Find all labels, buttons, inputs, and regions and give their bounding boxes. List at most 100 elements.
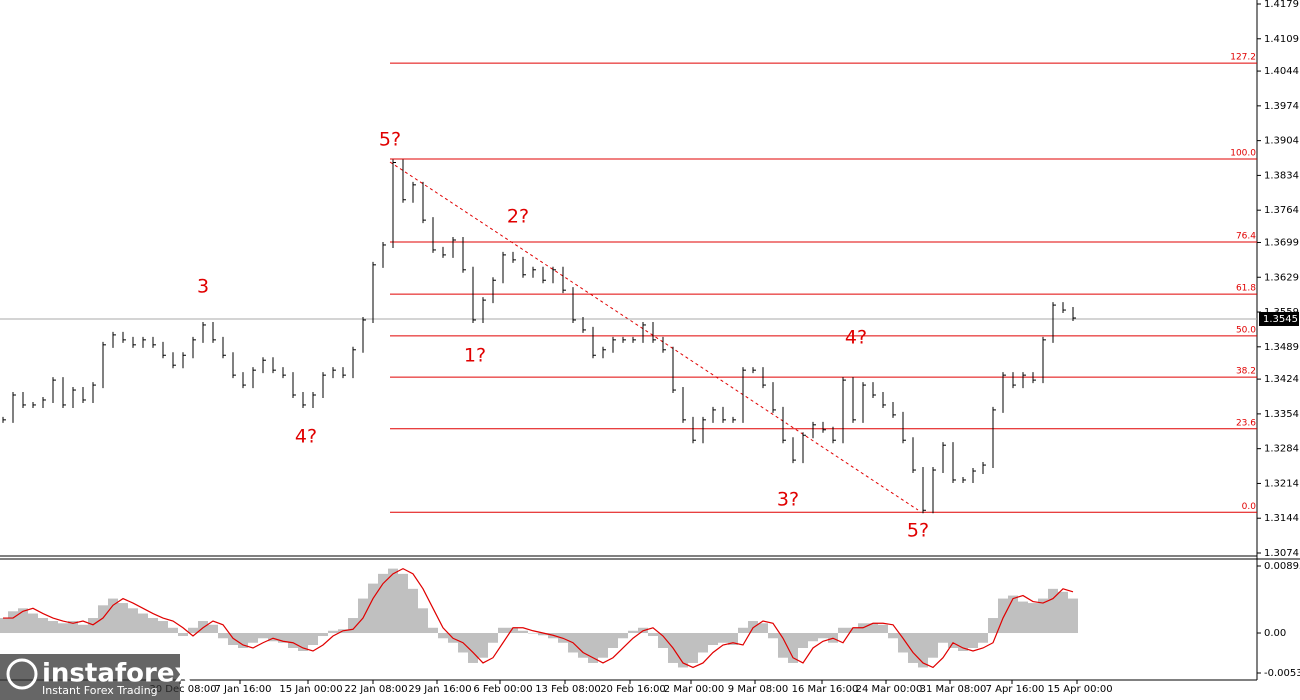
histogram-bar xyxy=(288,633,298,648)
x-tick-label: 15 Apr 00:00 xyxy=(1047,684,1112,695)
y-tick-label: 1.3974 xyxy=(1264,101,1299,112)
histogram-bar xyxy=(738,627,748,634)
histogram-bar xyxy=(728,633,738,645)
x-tick-label: 31 Mar 08:00 xyxy=(920,684,987,695)
wave-label: 4? xyxy=(845,327,867,349)
histogram-bar xyxy=(298,633,308,651)
histogram-bar xyxy=(1038,598,1048,634)
x-tick-label: 6 Feb 00:00 xyxy=(473,684,532,695)
y-tick-label: 1.3424 xyxy=(1264,374,1299,385)
current-price-label: 1.3545 xyxy=(1263,314,1298,325)
histogram-bar xyxy=(148,618,158,634)
x-tick-label: 9 Mar 08:00 xyxy=(728,684,788,695)
histogram-bar xyxy=(318,633,328,637)
histogram-bar xyxy=(938,633,948,643)
histogram-bar xyxy=(948,633,958,648)
histogram-bar xyxy=(778,633,788,658)
current-price-box xyxy=(1259,311,1299,326)
histogram-bar xyxy=(758,623,768,634)
y-tick-label: 1.3764 xyxy=(1264,205,1299,216)
histogram-bar xyxy=(438,633,448,639)
x-tick-label: 15 Jan 00:00 xyxy=(279,684,342,695)
histogram-bar xyxy=(498,627,508,634)
histogram-bar xyxy=(538,633,548,636)
histogram-bar xyxy=(128,608,138,634)
x-tick-label: 30 Dec 08:00 xyxy=(149,684,216,695)
histogram-bar xyxy=(718,633,728,643)
wave-label: 5? xyxy=(907,520,929,542)
histogram-bar xyxy=(888,633,898,639)
histogram-bar xyxy=(678,633,688,668)
histogram-bar xyxy=(1028,603,1038,634)
histogram-bar xyxy=(388,568,398,634)
histogram-bar xyxy=(788,633,798,663)
histogram-bar xyxy=(38,618,48,634)
histogram-bar xyxy=(688,633,698,663)
histogram-bar xyxy=(1008,595,1018,634)
histogram-bar xyxy=(48,621,58,634)
y-tick-label: 1.3629 xyxy=(1264,272,1299,283)
histogram-bar xyxy=(1058,591,1068,634)
histogram-bar xyxy=(168,627,178,634)
histogram-bar xyxy=(868,623,878,634)
histogram-bar xyxy=(908,633,918,663)
x-tick-label: 29 Jan 16:00 xyxy=(408,684,471,695)
histogram-bar xyxy=(108,598,118,634)
histogram-bar xyxy=(958,633,968,651)
watermark-icon xyxy=(6,658,38,690)
histogram-bar xyxy=(248,633,258,643)
histogram-bar xyxy=(228,633,238,645)
histogram-bar xyxy=(808,633,818,642)
y-tick-label: 1.3074 xyxy=(1264,548,1299,559)
y-tick-label: 1.4044 xyxy=(1264,66,1299,77)
histogram-bar xyxy=(488,633,498,643)
histogram-bar xyxy=(508,627,518,634)
histogram-bar xyxy=(918,633,928,668)
y-tick-label: 1.3214 xyxy=(1264,478,1299,489)
histogram-bar xyxy=(0,618,8,634)
histogram-bar xyxy=(588,633,598,663)
histogram-bar xyxy=(408,588,418,634)
histogram-bar xyxy=(238,633,248,648)
histogram-bar xyxy=(418,608,428,634)
wave-label: 4? xyxy=(295,426,317,448)
y-tick-label: 1.4179 xyxy=(1264,0,1299,10)
x-tick-label: 7 Apr 16:00 xyxy=(986,684,1045,695)
histogram-bar xyxy=(268,633,278,642)
wave-label: 3 xyxy=(197,276,209,298)
histogram-bar xyxy=(328,630,338,634)
histogram-bar xyxy=(188,627,198,634)
y-tick-label: 1.3904 xyxy=(1264,136,1299,147)
histogram-bar xyxy=(768,633,778,639)
histogram-bar xyxy=(798,633,808,648)
fib-label: 100.0 xyxy=(1230,149,1256,159)
histogram-bar xyxy=(528,633,538,634)
histogram-bar xyxy=(748,621,758,634)
histogram-bar xyxy=(428,627,438,634)
histogram-bar xyxy=(838,627,848,634)
histogram-bar xyxy=(708,633,718,645)
histogram-bar xyxy=(58,623,68,634)
histogram-bar xyxy=(368,583,378,634)
fib-label: 38.2 xyxy=(1236,367,1256,377)
y-tick-label: 0.00 xyxy=(1264,628,1286,639)
histogram-bar xyxy=(898,633,908,653)
histogram-bar xyxy=(978,633,988,643)
histogram-bar xyxy=(258,633,268,639)
histogram-bar xyxy=(518,630,528,634)
wave-label: 1? xyxy=(464,345,486,367)
fib-label: 50.0 xyxy=(1236,325,1256,335)
y-tick-label: 1.4109 xyxy=(1264,34,1299,45)
histogram-bar xyxy=(658,633,668,648)
histogram-bar xyxy=(68,621,78,634)
y-tick-label: 1.3354 xyxy=(1264,409,1299,420)
histogram-bar xyxy=(158,621,168,634)
histogram-bar xyxy=(628,630,638,634)
histogram-bar xyxy=(988,618,998,634)
x-tick-label: 13 Feb 08:00 xyxy=(535,684,601,695)
histogram-bar xyxy=(218,633,228,639)
wave-label: 2? xyxy=(507,206,529,228)
fib-label: 23.6 xyxy=(1236,418,1256,428)
